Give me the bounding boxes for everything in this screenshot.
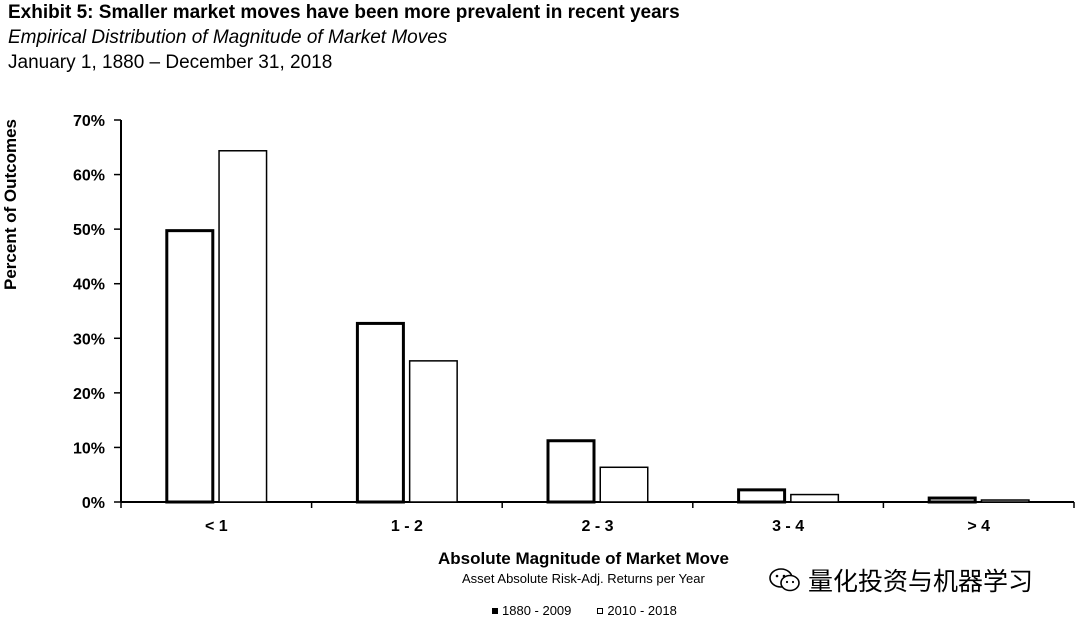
y-tick-label: 60% — [73, 168, 105, 185]
bar-series-1 — [927, 496, 977, 504]
watermark: 量化投资与机器学习 — [768, 562, 1033, 598]
watermark-text: 量化投资与机器学习 — [808, 568, 1034, 596]
legend-item-series-2: 2010 - 2018 — [597, 603, 677, 618]
x-axis-sublabel: Asset Absolute Risk-Adj. Returns per Yea… — [462, 571, 705, 586]
x-tick-label: 2 - 3 — [581, 518, 613, 535]
x-tick-label: > 4 — [967, 518, 990, 535]
bar-series-2 — [790, 493, 840, 503]
legend: 1880 - 2009 2010 - 2018 — [492, 603, 677, 618]
chart-date-range: January 1, 1880 – December 31, 2018 — [8, 52, 333, 73]
legend-item-series-1: 1880 - 2009 — [492, 603, 571, 618]
y-tick-label: 0% — [82, 495, 105, 512]
y-axis-label: Percent of Outcomes — [1, 119, 20, 290]
y-tick-label: 10% — [73, 440, 105, 457]
x-tick-label: < 1 — [205, 518, 228, 535]
legend-label-series-1: 1880 - 2009 — [502, 603, 572, 618]
bar-series-2 — [599, 466, 649, 503]
bar-series-2 — [980, 499, 1030, 503]
x-axis-label: Absolute Magnitude of Market Move — [438, 549, 729, 568]
y-tick-label: 70% — [73, 113, 105, 130]
y-tick-label: 40% — [73, 277, 105, 294]
legend-label-series-2: 2010 - 2018 — [607, 603, 677, 618]
x-tick-label: 3 - 4 — [772, 518, 804, 535]
x-tick-label: 1 - 2 — [391, 518, 423, 535]
chart-title: Exhibit 5: Smaller market moves have bee… — [8, 2, 680, 23]
bar-series-2 — [218, 150, 268, 503]
bar-series-1 — [165, 229, 215, 504]
bar-series-1 — [546, 439, 596, 504]
y-tick-label: 50% — [73, 222, 105, 239]
y-tick-label: 20% — [73, 386, 105, 403]
bar-series-1 — [355, 321, 405, 504]
chart-subtitle: Empirical Distribution of Magnitude of M… — [8, 27, 448, 48]
legend-swatch-series-1 — [492, 607, 498, 614]
bar-series-2 — [408, 360, 458, 503]
legend-swatch-series-2 — [597, 607, 604, 614]
wechat-icon — [769, 568, 800, 592]
bar-series-1 — [737, 488, 787, 504]
y-tick-label: 30% — [73, 331, 105, 348]
